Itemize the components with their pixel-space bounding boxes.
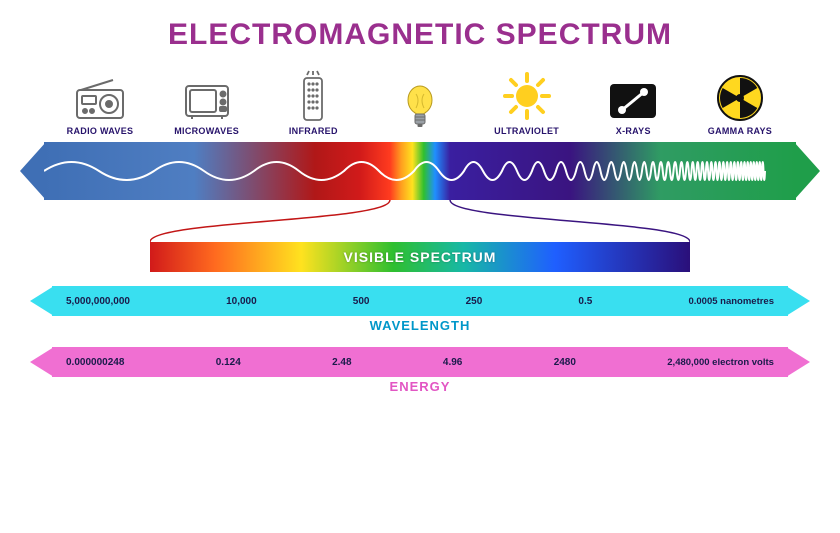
page-title: ELECTROMAGNETIC SPECTRUM [0, 18, 840, 52]
xray-icon [606, 80, 660, 122]
band-label: INFRARED [289, 126, 338, 136]
band-label: X-RAYS [616, 126, 651, 136]
scale-value: 2480 [554, 357, 576, 368]
band-label: GAMMA RAYS [708, 126, 772, 136]
sun-icon [501, 70, 553, 122]
band-label: ULTRAVIOLET [494, 126, 559, 136]
band-xrays: X-RAYS [583, 70, 683, 136]
energy-caption: ENERGY [0, 379, 840, 394]
scale-value: 0.0005 nanometres [688, 296, 774, 307]
scale-arrow-left [30, 286, 54, 316]
scale-value: 0.5 [578, 296, 592, 307]
band-ultraviolet: ULTRAVIOLET [477, 70, 577, 136]
spectrum-arrow-left [20, 142, 46, 200]
scale-value: 4.96 [443, 357, 462, 368]
scale-value: 500 [353, 296, 370, 307]
microwave-icon [180, 78, 234, 122]
scale-value: 5,000,000,000 [66, 296, 130, 307]
wave-line [44, 142, 796, 200]
wavelength-caption: WAVELENGTH [0, 318, 840, 333]
band-gamma: GAMMA RAYS [690, 70, 790, 136]
scale-value: 0.124 [216, 357, 241, 368]
scale-value: 2,480,000 electron volts [667, 357, 774, 368]
scale-value: 10,000 [226, 296, 257, 307]
scale-arrow-right [786, 286, 810, 316]
scale-arrow-right [786, 347, 810, 377]
band-infrared: INFRARED [263, 70, 363, 136]
band-microwaves: MICROWAVES [157, 70, 257, 136]
scale-value: 250 [466, 296, 483, 307]
spectrum-arrow-right [794, 142, 820, 200]
energy-scale: 0.000000248 0.124 2.48 4.96 2480 2,480,0… [30, 347, 810, 377]
wavelength-values: 5,000,000,000 10,000 500 250 0.5 0.0005 … [52, 286, 788, 316]
visible-spectrum-bar: VISIBLE SPECTRUM [150, 242, 690, 272]
remote-icon [296, 70, 330, 122]
band-radio: RADIO WAVES [50, 70, 150, 136]
scale-value: 2.48 [332, 357, 351, 368]
bulb-icon [402, 82, 438, 132]
band-label: RADIO WAVES [67, 126, 134, 136]
spectrum-bar [20, 142, 820, 200]
wavelength-scale: 5,000,000,000 10,000 500 250 0.5 0.0005 … [30, 286, 810, 316]
radiation-icon [716, 74, 764, 122]
scale-arrow-left [30, 347, 54, 377]
visible-callout [150, 200, 690, 242]
band-label: MICROWAVES [174, 126, 239, 136]
band-icons-row: RADIO WAVES MICROWAVES INFRARED ULTRAVIO… [0, 66, 840, 136]
band-visible [370, 80, 470, 136]
scale-value: 0.000000248 [66, 357, 124, 368]
energy-values: 0.000000248 0.124 2.48 4.96 2480 2,480,0… [52, 347, 788, 377]
visible-spectrum-label: VISIBLE SPECTRUM [344, 249, 497, 265]
radio-icon [73, 78, 127, 122]
